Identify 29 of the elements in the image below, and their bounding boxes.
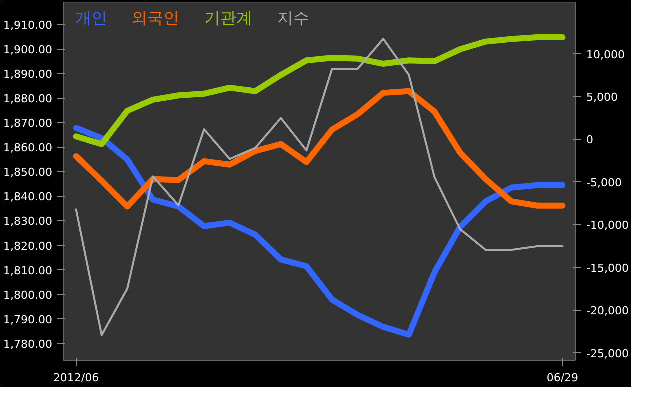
y-tick-label: 1,800.00	[4, 288, 52, 302]
y-tick-label: 1,780.00	[4, 338, 52, 351]
y2-tick-label: -20,000	[586, 304, 629, 318]
y-tick-label: 1,880.00	[4, 92, 52, 106]
y2-tick-label: -25,000	[586, 347, 629, 360]
y-tick-label: 1,870.00	[4, 117, 52, 130]
x-tick-label: 2012/06	[53, 372, 100, 384]
text: 기관계	[204, 8, 252, 28]
y2-tick-label: 5,000	[586, 90, 618, 104]
y-tick-label: 1,790.00	[4, 313, 52, 326]
y-tick-label: 1,890.00	[4, 68, 52, 82]
x-tick-label: 06/29	[546, 372, 579, 384]
y-tick-label: 1,850.00	[4, 166, 52, 180]
line-series	[75, 38, 564, 336]
y2-tick-label: 10,000	[586, 48, 625, 62]
y-tick-label: 1,910.00	[4, 19, 52, 32]
y2-tick-label: -5,000	[586, 176, 622, 190]
y-tick-label: 1,860.00	[4, 142, 52, 155]
text: 지수	[278, 8, 310, 28]
y-tick-label: 1,820.00	[4, 240, 52, 253]
y-tick-label: 1,840.00	[4, 190, 52, 204]
text: 외국인	[132, 8, 180, 28]
y-tick-label: 1,900.00	[4, 44, 52, 57]
y2-tick-label: -15,000	[586, 262, 629, 275]
y2-tick-label: -10,000	[586, 219, 629, 232]
text: 개인	[76, 8, 108, 28]
y2-tick-label: 0	[586, 134, 594, 147]
y-tick-label: 1,810.00	[4, 264, 52, 278]
y-tick-label: 1,830.00	[4, 215, 52, 228]
